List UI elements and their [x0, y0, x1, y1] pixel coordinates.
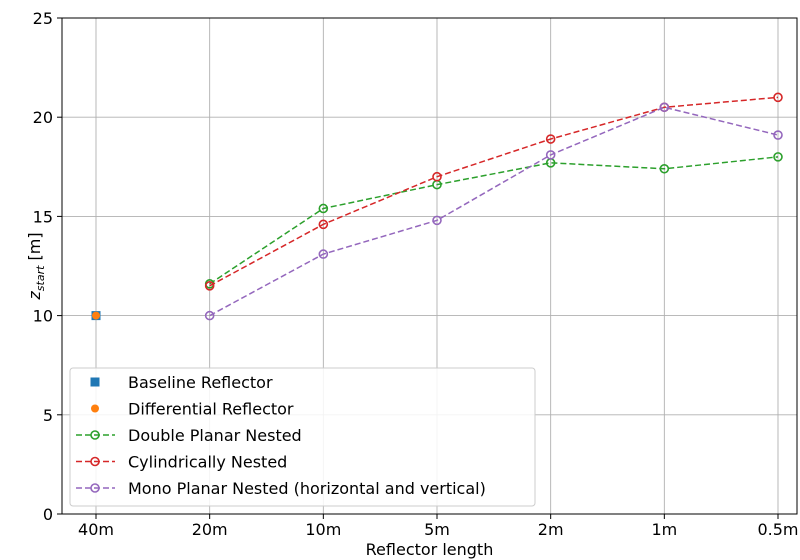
ticks: 40m 20m 10m 5m 2m 1m 0.5m 0 5 10 15 20 25: [33, 9, 799, 539]
data-point: [659, 102, 670, 113]
data-point: [545, 150, 556, 160]
series-layer: [91, 92, 783, 321]
y-tick-label: 25: [33, 9, 53, 28]
y-tick-label: 10: [33, 307, 53, 326]
legend-label: Mono Planar Nested (horizontal and verti…: [128, 479, 486, 498]
x-tick-label: 0.5m: [757, 520, 798, 539]
data-point: [204, 281, 215, 291]
data-point: [318, 219, 329, 230]
legend-marker: [90, 456, 100, 467]
legend-label: Double Planar Nested: [128, 426, 302, 445]
data-point: [432, 171, 442, 182]
data-point: [92, 311, 100, 320]
y-label-unit: [m]: [25, 232, 44, 265]
series-line: [209, 96, 779, 287]
data-point: [318, 249, 329, 259]
y-label-variable: z: [25, 291, 44, 301]
legend: Baseline Reflector Differential Reflector…: [69, 367, 536, 507]
data-point: [773, 130, 783, 140]
x-axis-label: Reflector length: [366, 540, 494, 559]
data-point: [318, 203, 329, 214]
y-tick-label: 0: [43, 505, 53, 524]
x-tick-label: 20m: [192, 520, 228, 539]
data-point: [545, 134, 556, 144]
data-point: [659, 163, 670, 174]
grid: [62, 18, 797, 514]
data-point: [432, 215, 442, 226]
x-tick-label: 5m: [424, 520, 450, 539]
data-point: [773, 152, 783, 162]
legend-label: Differential Reflector: [128, 400, 294, 419]
y-tick-label: 20: [33, 108, 53, 127]
legend-marker: [91, 404, 99, 413]
y-tick-label: 15: [33, 207, 53, 226]
data-point: [204, 310, 215, 321]
y-tick-label: 5: [43, 406, 53, 425]
legend-marker: [90, 430, 100, 440]
legend-label: Baseline Reflector: [128, 373, 273, 392]
data-point: [773, 92, 783, 103]
x-tick-label: 1m: [651, 520, 677, 539]
x-tick-label: 2m: [538, 520, 564, 539]
legend-label: Cylindrically Nested: [128, 453, 287, 472]
plot-frame: [61, 17, 798, 515]
y-label-subscript: start: [34, 265, 47, 291]
x-tick-label: 40m: [78, 520, 114, 539]
y-axis-label: zstart [m]: [25, 232, 47, 300]
x-tick-label: 10m: [305, 520, 341, 539]
series-line: [209, 156, 779, 285]
legend-marker: [90, 483, 100, 493]
series-line: [209, 106, 779, 317]
legend-marker: [90, 377, 100, 387]
legend-box: [69, 367, 536, 507]
